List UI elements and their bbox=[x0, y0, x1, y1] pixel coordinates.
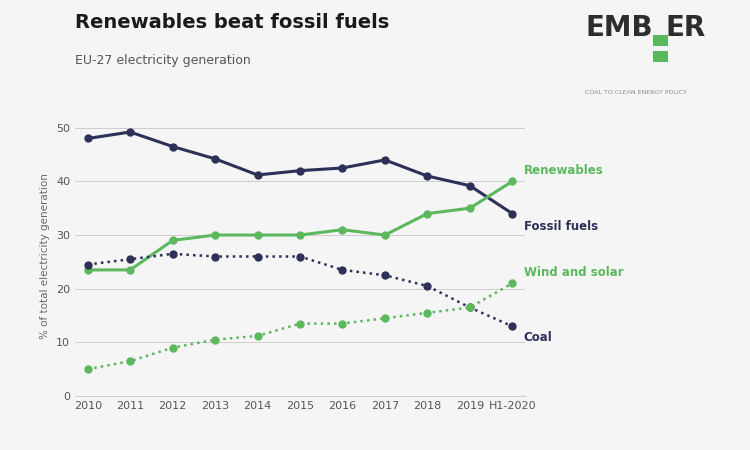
Text: EU-27 electricity generation: EU-27 electricity generation bbox=[75, 54, 250, 67]
Text: Wind and solar: Wind and solar bbox=[524, 266, 623, 279]
Text: COAL TO CLEAN ENERGY POLICY: COAL TO CLEAN ENERGY POLICY bbox=[585, 90, 687, 95]
Y-axis label: % of total electricity generation: % of total electricity generation bbox=[40, 174, 50, 339]
Text: EMB: EMB bbox=[585, 14, 652, 41]
Text: Fossil fuels: Fossil fuels bbox=[524, 220, 598, 234]
Text: ER: ER bbox=[665, 14, 706, 41]
Text: Renewables: Renewables bbox=[524, 164, 603, 177]
Bar bbox=[652, 51, 668, 62]
Text: Coal: Coal bbox=[524, 331, 552, 344]
Bar bbox=[652, 35, 668, 46]
Text: Renewables beat fossil fuels: Renewables beat fossil fuels bbox=[75, 14, 389, 32]
